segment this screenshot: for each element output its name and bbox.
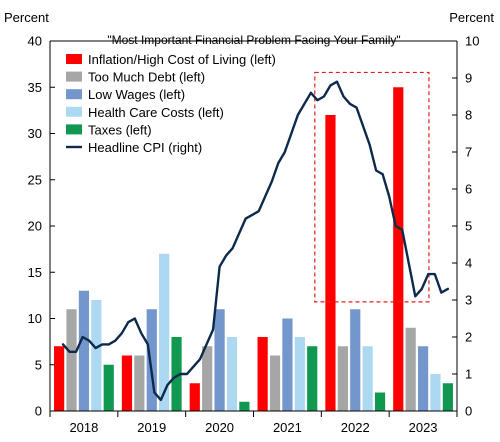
bar-0-2019 xyxy=(121,355,133,411)
left-axis-ticks: 0 5 10 15 20 25 30 35 40 xyxy=(28,34,55,419)
bar-3-2023 xyxy=(430,374,441,411)
cpi-line xyxy=(61,80,450,402)
bar-2-2019 xyxy=(146,309,157,411)
left-tick-label: 5 xyxy=(35,357,42,372)
right-tick-label: 9 xyxy=(465,71,472,86)
legend-label: Health Care Costs (left) xyxy=(88,105,224,120)
right-tick-label: 4 xyxy=(465,256,472,271)
bar-0-2023 xyxy=(393,87,404,411)
legend-label: Low Wages (left) xyxy=(88,87,185,102)
bar-3-2020 xyxy=(226,337,238,411)
x-tick-label: 2021 xyxy=(273,420,302,435)
left-tick-label: 0 xyxy=(35,404,42,419)
bar-2-2021 xyxy=(282,318,293,411)
bar-1-2019 xyxy=(134,355,145,411)
right-tick-label: 5 xyxy=(465,219,472,234)
bar-0-2018 xyxy=(54,346,65,411)
right-tick-label: 7 xyxy=(465,145,472,160)
legend-label: Taxes (left) xyxy=(88,122,152,137)
right-tick-label: 6 xyxy=(465,182,472,197)
right-tick-label: 1 xyxy=(465,367,472,382)
x-tick-label: 2022 xyxy=(341,420,370,435)
x-tick-label: 2023 xyxy=(409,420,438,435)
bar-1-2020 xyxy=(202,346,213,411)
legend-label: Inflation/High Cost of Living (left) xyxy=(88,52,276,67)
cpi-line-layer xyxy=(61,80,450,402)
right-tick-label: 3 xyxy=(465,293,472,308)
legend-swatch xyxy=(66,124,82,135)
bar-1-2018 xyxy=(66,309,77,411)
bar-1-2022 xyxy=(337,346,348,411)
bar-0-2020 xyxy=(189,383,200,411)
right-tick-label: 2 xyxy=(465,330,472,345)
right-tick-label: 10 xyxy=(465,34,479,49)
chart-title: "Most Important Financial Problem Facing… xyxy=(107,33,400,47)
left-axis-label: Percent xyxy=(4,10,49,25)
x-tick-label: 2019 xyxy=(137,420,166,435)
bar-4-2021 xyxy=(307,346,318,411)
right-axis-ticks: 0 1 2 3 4 5 6 7 8 9 10 xyxy=(452,34,479,419)
x-tick-label: 2020 xyxy=(205,420,234,435)
left-tick-label: 40 xyxy=(28,34,42,49)
left-tick-label: 35 xyxy=(28,80,42,95)
bars xyxy=(54,87,453,411)
legend-swatch xyxy=(66,89,82,100)
right-tick-label: 0 xyxy=(465,404,472,419)
legend-swatch xyxy=(66,106,82,117)
legend-swatch xyxy=(66,54,82,64)
legend-label: Too Much Debt (left) xyxy=(88,70,205,85)
bar-1-2023 xyxy=(405,327,416,411)
bar-4-2023 xyxy=(442,383,453,411)
highlight-layer xyxy=(314,71,430,303)
bar-4-2022 xyxy=(374,392,386,411)
legend: Inflation/High Cost of Living (left) Too … xyxy=(66,52,276,155)
bar-2-2020 xyxy=(214,309,225,411)
bar-4-2020 xyxy=(239,401,250,411)
left-tick-label: 25 xyxy=(28,172,42,187)
bar-2-2018 xyxy=(78,290,90,411)
bar-2-2023 xyxy=(417,346,429,411)
left-tick-label: 30 xyxy=(28,126,42,141)
bar-1-2021 xyxy=(269,355,281,411)
left-tick-label: 20 xyxy=(28,219,42,234)
bar-4-2019 xyxy=(171,337,182,411)
bar-3-2018 xyxy=(91,300,102,411)
highlight-box xyxy=(314,71,430,303)
left-tick-label: 15 xyxy=(28,265,42,280)
legend-swatch xyxy=(66,71,82,82)
bar-4-2018 xyxy=(103,364,114,411)
x-axis-ticks: 2018 2019 2020 2021 2022 2023 xyxy=(49,411,458,435)
bar-3-2019 xyxy=(159,253,170,411)
right-axis-label: Percent xyxy=(449,10,494,25)
left-tick-label: 10 xyxy=(28,311,42,326)
x-tick-label: 2018 xyxy=(69,420,98,435)
bar-2-2022 xyxy=(350,309,361,411)
bar-3-2022 xyxy=(362,346,373,411)
bar-3-2021 xyxy=(294,337,305,411)
right-tick-label: 8 xyxy=(465,108,472,123)
bar-0-2021 xyxy=(257,337,268,411)
bar-0-2022 xyxy=(325,115,336,411)
legend-label: Headline CPI (right) xyxy=(88,140,202,155)
